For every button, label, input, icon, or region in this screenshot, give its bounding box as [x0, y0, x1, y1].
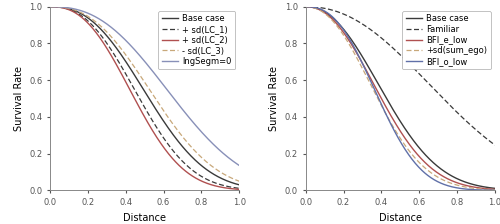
- + sd(LC_1): [47, 5, 53, 8]
- Base case: [108, 41, 114, 43]
- Base case: [364, 64, 370, 66]
- +sd(sum_ego): [440, 178, 446, 181]
- BFI_e_low: [378, 96, 384, 99]
- Line: Base case: Base case: [306, 7, 495, 188]
- + sd(LC_2): [184, 171, 190, 173]
- BFI_e_low: [422, 161, 428, 164]
- + sd(LC_1): [184, 164, 190, 167]
- BFI_o_low: [302, 5, 308, 8]
- + sd(LC_1): [122, 71, 128, 74]
- Base case: [378, 87, 384, 90]
- Familiar: [422, 78, 428, 81]
- lngSegm=0: [184, 114, 190, 117]
- Familiar: [378, 36, 384, 39]
- - sd(LC_3): [108, 36, 114, 39]
- Base case: [422, 153, 428, 155]
- BFI_o_low: [440, 182, 446, 185]
- BFI_o_low: [364, 72, 370, 75]
- +sd(sum_ego): [492, 189, 498, 191]
- lngSegm=0: [184, 113, 190, 116]
- lngSegm=0: [166, 91, 172, 94]
- Base case: [492, 187, 498, 190]
- BFI_e_low: [326, 14, 332, 17]
- Line: + sd(LC_2): + sd(LC_2): [50, 7, 240, 189]
- BFI_e_low: [492, 188, 498, 191]
- BFI_e_low: [440, 175, 446, 178]
- +sd(sum_ego): [364, 77, 370, 80]
- BFI_o_low: [492, 189, 498, 192]
- lngSegm=0: [122, 38, 128, 41]
- Base case: [70, 9, 76, 11]
- lngSegm=0: [236, 164, 242, 167]
- Base case: [166, 128, 172, 131]
- +sd(sum_ego): [440, 179, 446, 181]
- Familiar: [302, 5, 308, 8]
- - sd(LC_3): [184, 140, 190, 143]
- + sd(LC_1): [236, 187, 242, 190]
- Base case: [184, 151, 190, 154]
- X-axis label: Distance: Distance: [123, 213, 166, 223]
- + sd(LC_2): [236, 188, 242, 191]
- - sd(LC_3): [70, 8, 76, 11]
- BFI_o_low: [440, 183, 446, 185]
- Legend: Base case, Familiar, BFI_e_low, +sd(sum_ego), BFI_o_low: Base case, Familiar, BFI_e_low, +sd(sum_…: [402, 11, 491, 69]
- Line: + sd(LC_1): + sd(LC_1): [50, 7, 240, 188]
- lngSegm=0: [108, 26, 114, 29]
- lngSegm=0: [70, 7, 76, 10]
- Base case: [236, 183, 242, 186]
- + sd(LC_2): [166, 153, 172, 156]
- Line: BFI_e_low: BFI_e_low: [306, 7, 495, 189]
- BFI_o_low: [326, 12, 332, 15]
- lngSegm=0: [47, 5, 53, 8]
- Familiar: [326, 8, 332, 11]
- - sd(LC_3): [166, 117, 172, 120]
- - sd(LC_3): [236, 180, 242, 183]
- +sd(sum_ego): [378, 103, 384, 106]
- Base case: [326, 13, 332, 16]
- Line: Familiar: Familiar: [306, 7, 495, 145]
- Y-axis label: Survival Rate: Survival Rate: [269, 66, 279, 131]
- BFI_o_low: [378, 101, 384, 104]
- - sd(LC_3): [47, 5, 53, 8]
- + sd(LC_1): [70, 9, 76, 12]
- Familiar: [440, 96, 446, 99]
- + sd(LC_2): [122, 79, 128, 82]
- BFI_o_low: [422, 172, 428, 174]
- + sd(LC_2): [70, 10, 76, 13]
- Base case: [122, 59, 128, 62]
- Line: Base case: Base case: [50, 7, 240, 185]
- Familiar: [364, 26, 370, 29]
- + sd(LC_1): [166, 144, 172, 147]
- Base case: [440, 169, 446, 171]
- Familiar: [440, 97, 446, 100]
- Base case: [184, 150, 190, 153]
- Familiar: [492, 144, 498, 146]
- +sd(sum_ego): [302, 5, 308, 8]
- +sd(sum_ego): [326, 15, 332, 18]
- BFI_e_low: [302, 5, 308, 8]
- Y-axis label: Survival Rate: Survival Rate: [14, 66, 24, 131]
- + sd(LC_2): [108, 55, 114, 58]
- + sd(LC_2): [184, 171, 190, 174]
- +sd(sum_ego): [422, 166, 428, 169]
- Line: +sd(sum_ego): +sd(sum_ego): [306, 7, 495, 190]
- Legend: Base case, + sd(LC_1), + sd(LC_2), - sd(LC_3), lngSegm=0: Base case, + sd(LC_1), + sd(LC_2), - sd(…: [158, 11, 235, 69]
- Line: lngSegm=0: lngSegm=0: [50, 7, 240, 166]
- - sd(LC_3): [122, 52, 128, 55]
- BFI_e_low: [364, 71, 370, 73]
- Base case: [47, 5, 53, 8]
- - sd(LC_3): [184, 142, 190, 144]
- X-axis label: Distance: Distance: [379, 213, 422, 223]
- + sd(LC_1): [184, 165, 190, 168]
- Line: BFI_o_low: BFI_o_low: [306, 7, 495, 190]
- + sd(LC_2): [47, 5, 53, 8]
- Line: - sd(LC_3): - sd(LC_3): [50, 7, 240, 181]
- BFI_e_low: [440, 174, 446, 177]
- Base case: [302, 5, 308, 8]
- + sd(LC_1): [108, 49, 114, 52]
- Base case: [440, 169, 446, 172]
